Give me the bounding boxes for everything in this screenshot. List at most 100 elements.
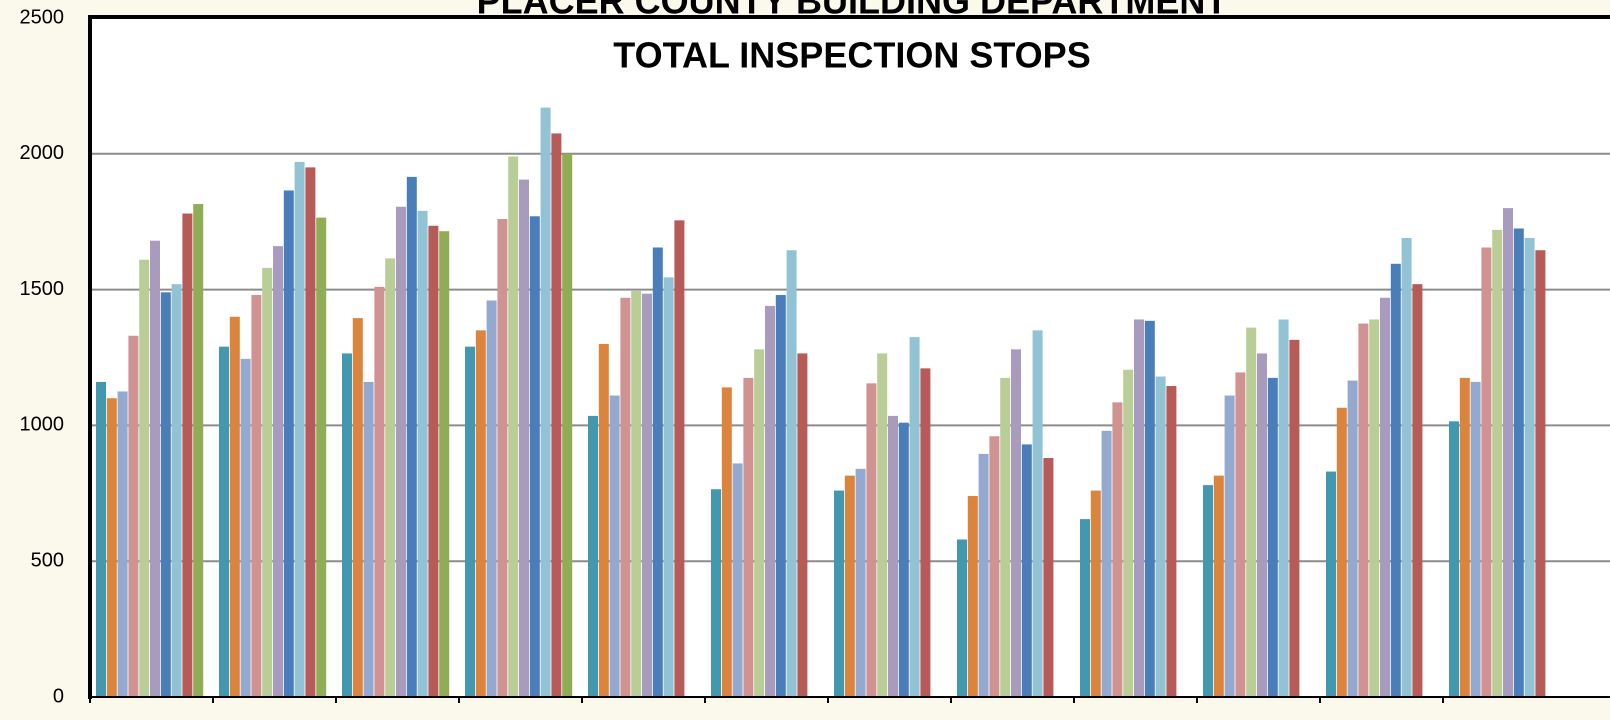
bar	[1358, 323, 1369, 697]
bar	[609, 395, 620, 697]
bar	[1267, 377, 1278, 697]
bar	[1043, 457, 1054, 697]
bar	[1257, 353, 1267, 697]
bar	[1470, 381, 1481, 697]
y-tick-label: 2500	[20, 6, 65, 28]
bar	[1513, 228, 1524, 698]
y-tick-label: 1000	[20, 414, 65, 436]
bar	[342, 353, 352, 697]
bar	[1492, 229, 1503, 697]
bar	[1032, 330, 1043, 697]
bars	[96, 107, 1546, 698]
bar	[283, 190, 294, 697]
y-tick-label: 0	[53, 685, 64, 707]
bar	[251, 295, 262, 697]
chart-subtitle: TOTAL INSPECTION STOPS	[613, 35, 1090, 76]
bar	[978, 453, 989, 697]
bar	[1380, 297, 1390, 697]
bar	[1090, 490, 1101, 697]
bar	[417, 210, 428, 697]
bar	[352, 318, 363, 697]
bar	[1390, 263, 1401, 697]
bar	[1289, 339, 1300, 697]
bar	[1213, 475, 1224, 697]
bar	[374, 286, 385, 697]
bar	[439, 231, 450, 697]
bar	[920, 368, 931, 697]
bar	[1155, 376, 1166, 697]
bar	[219, 346, 229, 697]
bar	[1503, 208, 1513, 697]
bar	[1459, 377, 1470, 697]
bar	[588, 415, 598, 697]
bar	[363, 381, 374, 697]
bar	[1101, 430, 1112, 697]
bar	[631, 290, 642, 697]
bar	[855, 468, 866, 697]
bar	[497, 218, 508, 697]
y-tick-label: 1500	[20, 278, 65, 300]
bar	[139, 259, 150, 697]
bar	[1481, 247, 1492, 697]
chart-title: PLACER COUNTY BUILDING DEPARTMENT	[477, 0, 1228, 22]
bar	[721, 387, 732, 697]
plot-frame	[88, 15, 1610, 699]
y-tick-label: 500	[31, 549, 64, 571]
bar	[1347, 380, 1358, 697]
bar	[754, 349, 765, 697]
bar	[1166, 386, 1177, 697]
bar	[128, 335, 139, 697]
bar	[1021, 444, 1032, 697]
bar	[598, 343, 609, 697]
bar	[508, 156, 519, 698]
bar	[519, 179, 529, 698]
bar	[1524, 237, 1535, 697]
bar	[797, 353, 808, 697]
bar	[620, 297, 631, 697]
bar	[909, 337, 920, 697]
bar	[1112, 402, 1123, 697]
bar	[1412, 284, 1423, 697]
bar	[743, 377, 754, 697]
bar	[428, 225, 439, 698]
bar	[888, 415, 898, 697]
bar	[1449, 421, 1459, 697]
bar	[1144, 320, 1155, 697]
bar	[898, 422, 909, 697]
bar	[1369, 319, 1380, 697]
bar	[989, 436, 1000, 697]
bar	[486, 300, 497, 697]
bar	[262, 267, 273, 697]
bar	[1123, 369, 1134, 697]
bar	[844, 475, 855, 697]
bar	[732, 463, 743, 697]
bar	[96, 381, 106, 697]
bar	[385, 258, 396, 697]
bar	[1278, 319, 1289, 697]
bar	[406, 176, 417, 698]
bar	[229, 316, 240, 697]
bar	[294, 161, 305, 697]
bar	[1336, 407, 1347, 697]
bar	[182, 213, 193, 697]
bar	[540, 107, 551, 698]
bar	[1134, 319, 1144, 697]
bar	[171, 284, 182, 697]
bar	[1224, 395, 1235, 697]
bar	[475, 330, 486, 697]
bar	[305, 167, 316, 697]
bar	[866, 383, 877, 697]
bar	[1401, 237, 1412, 697]
bar	[396, 206, 406, 697]
bar	[1080, 519, 1090, 697]
bar	[711, 489, 721, 697]
bar	[273, 246, 283, 698]
bar	[775, 295, 786, 697]
bar	[316, 217, 327, 697]
bar	[765, 305, 775, 697]
bar	[652, 247, 663, 697]
bar	[551, 133, 562, 697]
bar	[877, 353, 888, 697]
